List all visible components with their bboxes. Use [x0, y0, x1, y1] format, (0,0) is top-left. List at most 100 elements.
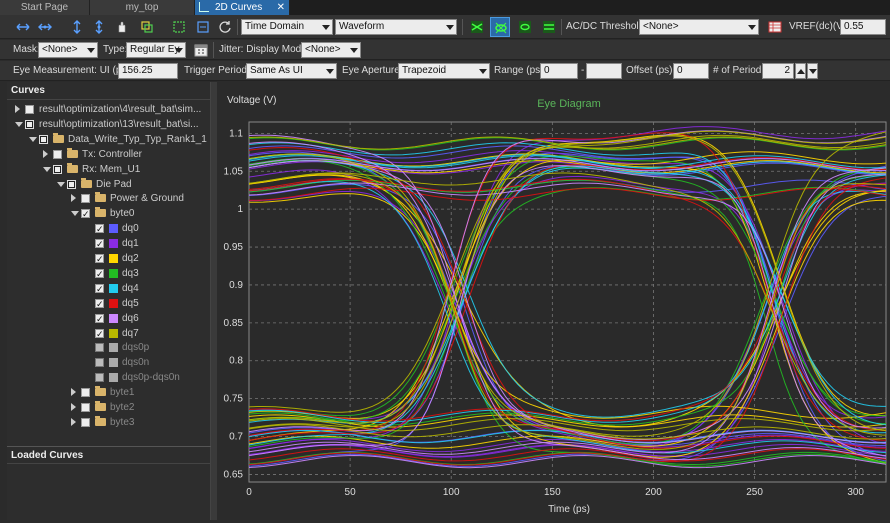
eye-settings-icon[interactable] [542, 20, 556, 34]
folder-icon [95, 415, 106, 426]
vref-input[interactable]: 0.55 [840, 19, 886, 35]
tree-checkbox[interactable] [95, 297, 104, 312]
select-region-icon[interactable] [172, 20, 186, 34]
expand-closed-icon[interactable] [43, 149, 48, 158]
table-icon[interactable] [768, 20, 782, 34]
periods-down-button[interactable] [807, 63, 818, 79]
tree-item[interactable]: dqs0p-dqs0n [85, 370, 207, 385]
acdc-threshold-select[interactable]: <None> [639, 19, 759, 35]
tree-item[interactable]: byte3 [71, 415, 207, 430]
eye-measure-icon[interactable] [518, 20, 532, 34]
tree-checkbox[interactable] [39, 134, 48, 144]
expand-closed-icon[interactable] [71, 194, 76, 203]
mask-select[interactable]: <None> [38, 42, 98, 58]
expand-closed-icon[interactable] [71, 388, 76, 397]
tree-checkbox[interactable] [81, 194, 90, 204]
expand-open-icon[interactable] [29, 136, 37, 142]
eye-aperture-select[interactable]: Trapezoid [398, 63, 490, 79]
trigger-period-select[interactable]: Same As UI [246, 63, 337, 79]
tree-checkbox[interactable] [81, 388, 90, 398]
tree-item[interactable]: dq0 [85, 221, 207, 237]
tree-checkbox[interactable] [81, 403, 90, 412]
waveform-dq7 [249, 418, 886, 432]
zoom-out-y-icon[interactable] [92, 20, 106, 34]
offset-input[interactable]: 0 [673, 63, 709, 79]
type-select[interactable]: Regular Ey [126, 42, 186, 58]
expand-open-icon[interactable] [15, 121, 23, 127]
tree-checkbox[interactable] [95, 222, 104, 237]
panel-splitter[interactable] [211, 82, 217, 520]
calendar-icon[interactable] [194, 43, 208, 57]
expand-closed-icon[interactable] [15, 105, 20, 113]
range-from-input[interactable]: 0 [540, 63, 578, 79]
fit-icon[interactable] [196, 20, 210, 34]
tree-checkbox[interactable] [81, 417, 90, 427]
tree-item[interactable]: Die Pad [57, 177, 207, 192]
range-to-input[interactable] [586, 63, 622, 79]
tree-item[interactable]: byte1 [71, 385, 207, 400]
view-select[interactable]: Waveform [335, 19, 457, 35]
tree-checkbox[interactable] [95, 252, 104, 267]
periods-input[interactable]: 2 [762, 63, 794, 79]
tab-2d-curves[interactable]: 2D Curves ✕ [195, 0, 290, 15]
periods-up-button[interactable] [795, 63, 806, 79]
tree-item[interactable]: dq7 [85, 326, 207, 342]
expand-open-icon[interactable] [57, 181, 65, 187]
tree-item[interactable]: byte2 [71, 400, 207, 415]
tab-my-top[interactable]: my_top [90, 0, 195, 15]
tree-item[interactable]: byte0 [71, 206, 207, 222]
tree-checkbox[interactable] [25, 105, 34, 114]
tree-checkbox[interactable] [25, 119, 34, 129]
y-axis-label: Voltage (V) [227, 95, 276, 106]
tree-item[interactable]: dq5 [85, 296, 207, 312]
expand-closed-icon[interactable] [71, 417, 76, 426]
tree-checkbox[interactable] [95, 343, 104, 353]
jitter-display-mode-select[interactable]: <None> [301, 42, 361, 58]
expand-open-icon[interactable] [43, 166, 51, 172]
tree-item[interactable]: dqs0p [85, 340, 207, 355]
y-tick-label: 0.7 [229, 432, 243, 443]
copy-icon[interactable] [140, 20, 154, 34]
tree-item[interactable]: Data_Write_Typ_Typ_Rank1_1 [29, 132, 207, 147]
expand-open-icon[interactable] [71, 211, 79, 217]
tree-checkbox[interactable] [95, 373, 104, 383]
tree-checkbox[interactable] [95, 237, 104, 252]
zoom-out-x-icon[interactable] [38, 20, 52, 34]
tree-item[interactable]: result\optimization\13\result_bat\si... [15, 117, 207, 132]
waveform-dq5 [249, 448, 886, 462]
eye-mask-button[interactable] [490, 17, 510, 37]
ui-input[interactable]: 156.25 [118, 63, 178, 79]
tree-checkbox[interactable] [67, 179, 76, 189]
tree-checkbox[interactable] [81, 207, 90, 222]
tree-item[interactable]: Rx: Mem_U1 [43, 162, 207, 177]
zoom-in-x-icon[interactable] [16, 20, 30, 34]
tree-item[interactable]: Power & Ground [71, 191, 207, 206]
close-tab-icon[interactable]: ✕ [276, 2, 285, 13]
tree-checkbox[interactable] [95, 312, 104, 327]
tree-item[interactable]: dq2 [85, 251, 207, 267]
trigger-period-label: Trigger Period: [184, 65, 250, 76]
tab-start-page[interactable]: Start Page [0, 0, 90, 15]
expand-closed-icon[interactable] [71, 403, 76, 411]
tree-checkbox[interactable] [53, 149, 62, 159]
tree-item[interactable]: dq3 [85, 266, 207, 282]
tree-checkbox[interactable] [95, 327, 104, 342]
zoom-in-y-icon[interactable] [70, 20, 84, 34]
tree-item[interactable]: result\optimization\4\result_bat\sim... [15, 102, 207, 117]
chevron-down-icon [326, 69, 334, 74]
eye-diagram-icon[interactable] [470, 20, 484, 34]
eye-diagram-svg[interactable]: Voltage (V) Eye Diagram Time (ps) 0 50 100… [217, 82, 890, 520]
refresh-icon[interactable] [218, 20, 232, 34]
domain-select[interactable]: Time Domain [241, 19, 333, 35]
tree-item[interactable]: dq6 [85, 311, 207, 327]
tree-item[interactable]: Tx: Controller [43, 147, 207, 162]
tree-item-label: dq4 [122, 282, 139, 294]
tree-checkbox[interactable] [95, 358, 104, 368]
tree-checkbox[interactable] [53, 164, 62, 174]
tree-item[interactable]: dqs0n [85, 355, 207, 370]
tree-item[interactable]: dq4 [85, 281, 207, 297]
tree-item[interactable]: dq1 [85, 236, 207, 252]
tree-checkbox[interactable] [95, 282, 104, 297]
tree-checkbox[interactable] [95, 267, 104, 282]
pan-icon[interactable] [115, 20, 129, 34]
